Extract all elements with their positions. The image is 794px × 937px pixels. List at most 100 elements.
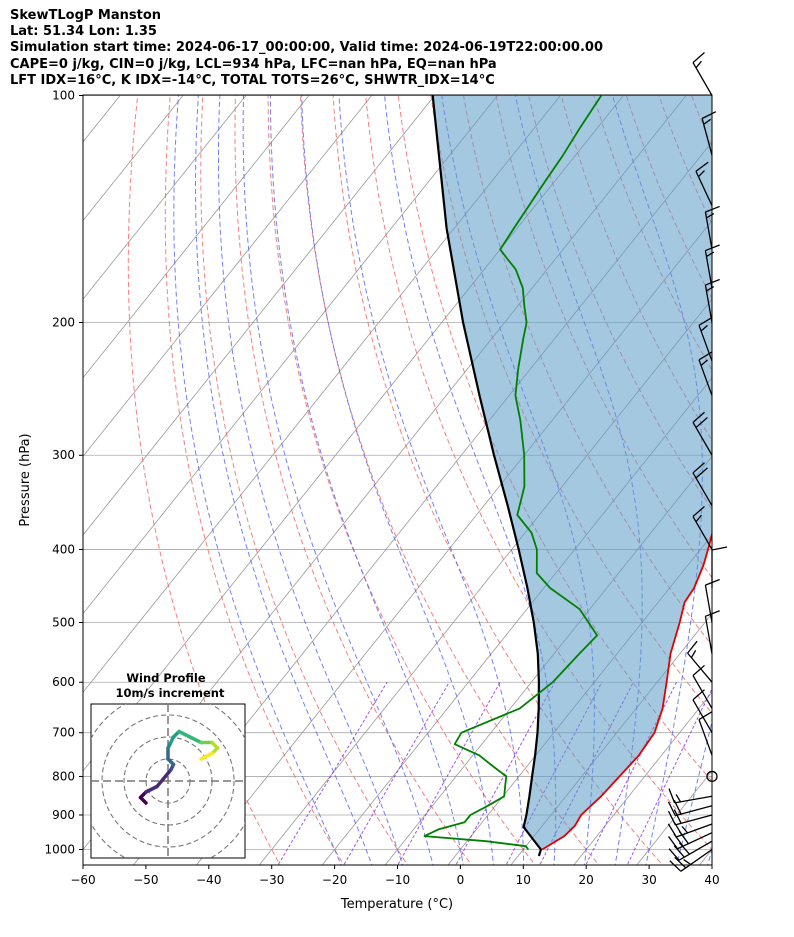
barb-flag-1000-2 [683, 859, 692, 865]
wind-barb-650 [692, 664, 713, 709]
hodograph-subtitle: 10m/s increment [116, 686, 225, 700]
wind-barb-450 [711, 546, 728, 589]
wind-barb-800 [706, 770, 718, 783]
moist-adiabat--10 [218, 95, 404, 865]
x-tick-label-20: 20 [579, 873, 594, 887]
mixing-ratio-4 [455, 681, 556, 865]
hodograph-segment-3 [155, 768, 173, 789]
moist-adiabat-5 [301, 95, 494, 865]
hodograph-segment-10 [177, 729, 192, 739]
y-tick-label-700: 700 [52, 726, 75, 740]
y-tick-label-500: 500 [52, 616, 75, 630]
wind-barb-400 [692, 505, 713, 550]
hodograph-segment-2 [144, 784, 159, 794]
mixing-ratio-0.4 [277, 681, 388, 865]
title-block: SkewTLogP Manston Lat: 51.34 Lon: 1.35 S… [10, 8, 603, 89]
wind-barb-200 [704, 278, 720, 323]
barb-flag-140-0 [695, 161, 709, 172]
y-tick-label-600: 600 [52, 675, 75, 689]
moist-adiabat-10 [338, 95, 525, 865]
wind-barb-250 [698, 351, 713, 396]
title-location: Lat: 51.34 Lon: 1.35 [10, 24, 157, 40]
barb-staff-950 [677, 832, 713, 850]
dry-adiabat-150 [718, 79, 794, 869]
barb-flag-120-1 [703, 118, 712, 125]
x-tick-label--40: −40 [196, 873, 221, 887]
wind-barb-900 [667, 809, 713, 826]
x-tick-label--60: −60 [70, 873, 95, 887]
barb-staff-975 [678, 840, 713, 861]
mixing-ratio-16 [585, 681, 677, 865]
moist-adiabat--15 [195, 95, 373, 865]
y-tick-label-900: 900 [52, 808, 75, 822]
isotherm--110 [83, 95, 373, 458]
barb-staff-750 [698, 719, 713, 756]
hodograph-segment-11 [188, 735, 203, 745]
wind-barb-350 [692, 462, 713, 507]
barb-flag-950-0 [667, 836, 679, 850]
barb-staff-600 [687, 652, 713, 683]
barb-staff-300 [692, 422, 713, 456]
barb-flag-250-0 [698, 351, 713, 361]
barb-flag-200-1 [706, 286, 715, 292]
y-tick-label-100: 100 [52, 89, 75, 103]
y-tick-label-400: 400 [52, 542, 75, 556]
y-tick-label-200: 200 [52, 315, 75, 329]
dry-adiabat-170 [782, 79, 794, 869]
barb-flag-160-1 [706, 212, 715, 219]
barb-staff-500 [704, 584, 713, 623]
barb-flag-750-0 [698, 711, 713, 721]
barb-flag-400-0 [692, 505, 705, 518]
wind-barb-1000 [669, 848, 713, 872]
barb-flag-350-1 [695, 467, 708, 479]
wind-barb-550 [704, 610, 720, 654]
wind-barb-750 [698, 711, 713, 756]
barb-flag-650-0 [692, 664, 705, 677]
barb-flag-550-0 [705, 610, 720, 617]
wind-barb-180 [704, 244, 720, 289]
barb-flag-100-1 [695, 60, 702, 69]
dry-adiabat-0 [234, 95, 472, 865]
isotherm--120 [83, 95, 310, 379]
barb-flag-900-1 [673, 809, 682, 824]
barb-flag-875-0 [667, 801, 676, 816]
calm-circle-800 [706, 770, 718, 783]
y-tick-label-800: 800 [52, 769, 75, 783]
barb-flag-975-1 [673, 845, 685, 858]
barb-flag-600-0 [687, 640, 698, 654]
barb-staff-140 [695, 170, 713, 206]
barb-flag-450-0 [711, 546, 728, 551]
barb-flag-600-1 [690, 649, 697, 659]
x-tick-label-40: 40 [704, 873, 719, 887]
moist-adiabat-15 [384, 95, 557, 865]
barb-staff-1000 [680, 848, 713, 872]
barb-flag-225-1 [700, 324, 708, 332]
title-stability-indices: LFT IDX=16°C, K IDX=-14°C, TOTAL TOTS=26… [10, 72, 495, 88]
barb-staff-925 [676, 823, 713, 838]
barb-staff-120 [701, 118, 713, 156]
barb-staff-875 [675, 805, 713, 817]
y-tick-label-300: 300 [52, 448, 75, 462]
x-tick-label--10: −10 [385, 873, 410, 887]
wind-barb-300 [692, 411, 713, 456]
x-tick-label--50: −50 [133, 873, 158, 887]
title-station: SkewTLogP Manston [10, 8, 162, 23]
barb-flag-975-0 [668, 848, 680, 861]
dry-adiabat--30 [127, 95, 281, 865]
moist-adiabat--5 [242, 95, 434, 865]
moist-adiabat-0 [269, 95, 464, 865]
y-tick-label-1000: 1000 [44, 843, 75, 857]
barb-staff-650 [692, 675, 713, 709]
barb-flag-225-0 [698, 316, 713, 326]
barb-staff-400 [692, 516, 713, 550]
wind-barb-100 [692, 52, 713, 96]
barb-staff-700 [692, 699, 713, 734]
barb-staff-180 [704, 250, 713, 289]
barb-flag-200-0 [705, 278, 720, 286]
isotherm--90 [83, 95, 498, 615]
hodograph-segment-15 [199, 751, 214, 761]
moist-adiabat--20 [173, 95, 342, 865]
wind-barb-140 [695, 161, 713, 206]
hodograph-title: Wind Profile [126, 671, 206, 685]
wind-barb-120 [701, 111, 717, 156]
